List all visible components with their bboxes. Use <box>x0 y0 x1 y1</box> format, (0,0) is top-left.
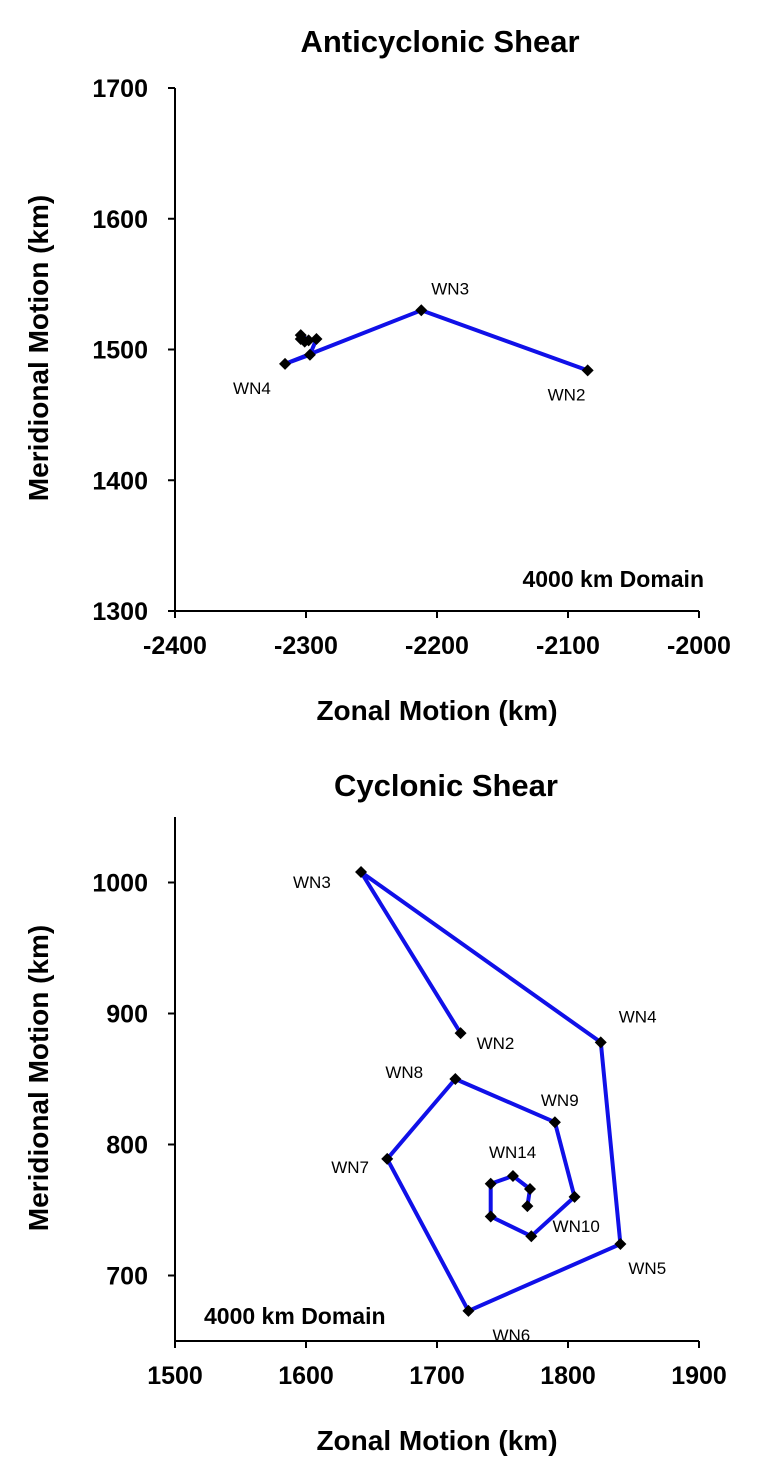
data-point-marker <box>303 348 316 361</box>
series-lines <box>283 308 589 373</box>
x-tick-label: 1800 <box>540 1362 596 1390</box>
chart-title: Anticyclonic Shear <box>300 24 579 59</box>
data-point-marker <box>415 304 428 317</box>
point-label-wn14: WN14 <box>489 1143 536 1162</box>
data-point-marker <box>484 1210 497 1223</box>
series-line <box>359 870 623 1313</box>
y-tick-label: 1000 <box>92 870 148 898</box>
x-tick-label: 1700 <box>409 1362 465 1390</box>
data-point-marker <box>525 1230 538 1243</box>
point-label-wn4: WN4 <box>233 379 271 398</box>
y-tick-label: 1700 <box>92 75 148 103</box>
y-tick-label: 1500 <box>92 337 148 365</box>
point-labels: WN2 WN3 WN4 WN5 WN6 WN7 WN8 WN9 WN10 WN14 <box>293 873 666 1345</box>
x-tick-label: 1500 <box>147 1362 203 1390</box>
x-tick-label: -2400 <box>143 632 207 660</box>
point-label-wn5: WN5 <box>628 1259 666 1278</box>
x-tick-label: -2200 <box>405 632 469 660</box>
y-tick-label: 800 <box>106 1132 148 1160</box>
y-tick-label: 700 <box>106 1263 148 1291</box>
data-point-marker <box>506 1169 519 1182</box>
data-point-marker <box>524 1183 537 1196</box>
data-point-marker <box>279 357 292 370</box>
domain-annotation: 4000 km Domain <box>522 566 704 592</box>
point-label-wn9: WN9 <box>541 1091 579 1110</box>
data-markers <box>355 866 627 1317</box>
data-point-marker <box>310 333 323 346</box>
data-point-marker <box>381 1152 394 1165</box>
data-point-marker <box>521 1200 534 1213</box>
series-line <box>283 308 589 373</box>
x-axis-label: Zonal Motion (km) <box>316 695 557 726</box>
y-tick-label: 1300 <box>92 598 148 626</box>
point-label-wn7: WN7 <box>331 1158 369 1177</box>
y-tick-label: 1400 <box>92 467 148 495</box>
data-point-marker <box>302 334 315 347</box>
point-label-wn6: WN6 <box>492 1326 530 1345</box>
anticyclonic-shear-chart: Anticyclonic Shear Zonal Motion (km) Mer… <box>23 24 731 726</box>
axes <box>174 88 699 612</box>
point-label-wn3: WN3 <box>431 279 469 298</box>
data-point-marker <box>462 1304 475 1317</box>
data-point-marker <box>294 333 307 346</box>
data-point-marker <box>614 1238 627 1251</box>
ticks: 1500 1600 1700 1800 1900 700 800 900 1000 <box>92 870 726 1391</box>
point-label-wn2: WN2 <box>548 385 586 404</box>
y-tick-label: 1600 <box>92 206 148 234</box>
data-point-marker <box>581 364 594 377</box>
data-point-marker <box>568 1190 581 1203</box>
x-axis-label: Zonal Motion (km) <box>316 1425 557 1456</box>
point-label-wn2: WN2 <box>477 1034 515 1053</box>
point-labels: WN2 WN3 WN4 <box>233 279 585 404</box>
point-label-wn3: WN3 <box>293 873 331 892</box>
data-point-marker <box>449 1073 462 1085</box>
y-axis-label: Meridional Motion (km) <box>23 925 54 1231</box>
data-point-marker <box>454 1027 467 1040</box>
data-markers <box>279 304 594 377</box>
axes <box>174 817 699 1342</box>
data-point-marker <box>484 1177 497 1190</box>
point-label-wn10: WN10 <box>553 1217 600 1236</box>
x-tick-label: -2100 <box>536 632 600 660</box>
data-point-marker <box>594 1036 607 1049</box>
chart-title: Cyclonic Shear <box>334 768 558 803</box>
data-point-marker <box>548 1116 561 1129</box>
y-tick-label: 900 <box>106 1001 148 1029</box>
x-tick-label: -2000 <box>667 632 731 660</box>
x-tick-label: 1900 <box>671 1362 727 1390</box>
ticks: -2400 -2300 -2200 -2100 -2000 1300 1400 1500 160… <box>92 75 731 660</box>
series-lines <box>359 870 623 1313</box>
point-label-wn8: WN8 <box>385 1063 423 1082</box>
x-tick-label: -2300 <box>274 632 338 660</box>
point-label-wn4: WN4 <box>619 1007 657 1026</box>
data-point-marker <box>355 866 368 879</box>
x-tick-label: 1600 <box>278 1362 334 1390</box>
domain-annotation: 4000 km Domain <box>204 1303 386 1329</box>
cyclonic-shear-chart: Cyclonic Shear Zonal Motion (km) Meridio… <box>23 768 727 1456</box>
y-axis-label: Meridional Motion (km) <box>23 195 54 501</box>
